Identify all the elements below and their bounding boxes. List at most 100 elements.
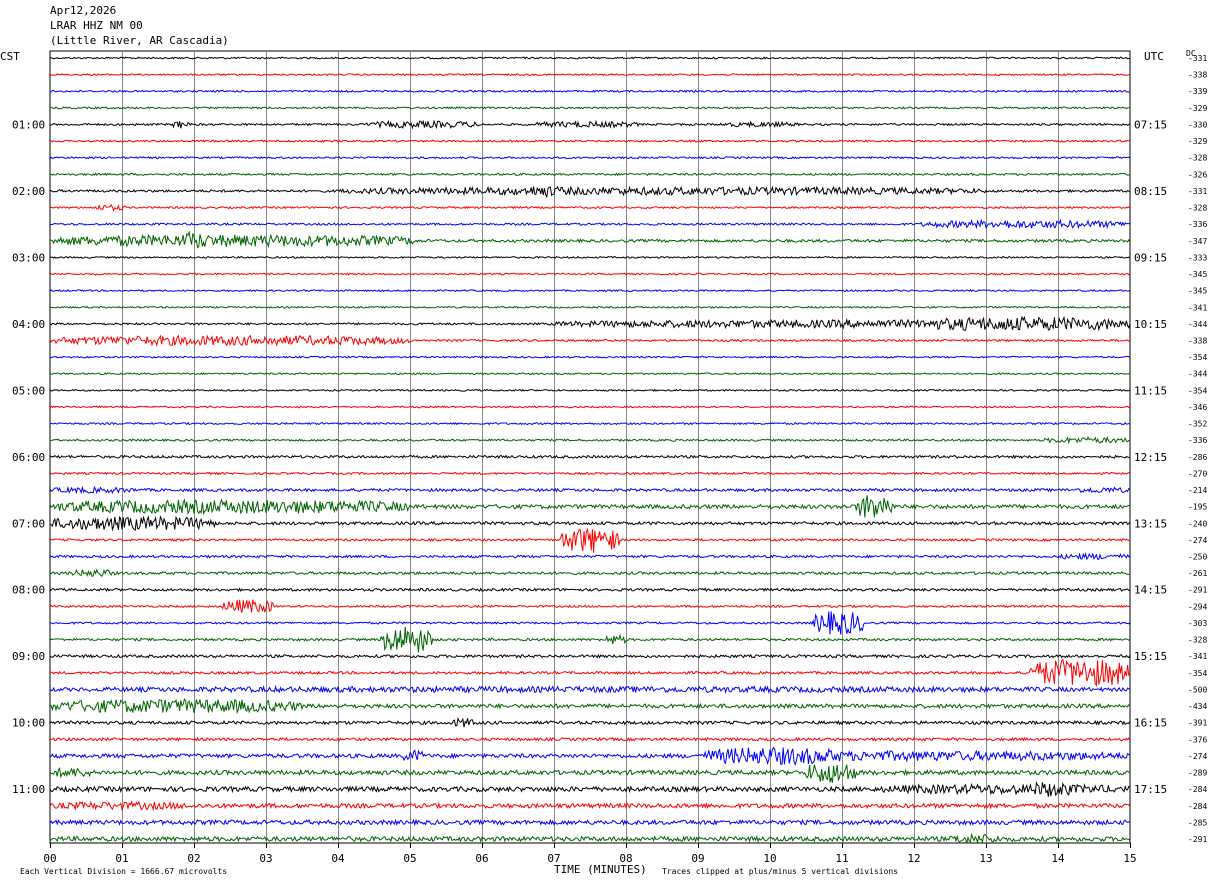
header-location: (Little River, AR Cascadia) bbox=[50, 34, 229, 47]
trace-line bbox=[49, 172, 1131, 177]
trace-line bbox=[49, 272, 1131, 276]
x-tick-label: 15 bbox=[1123, 852, 1136, 865]
trace-line bbox=[50, 736, 1131, 742]
x-tick-label: 07 bbox=[547, 852, 560, 865]
dc-offset-label: -336 bbox=[1188, 436, 1207, 445]
trace-line bbox=[49, 139, 1131, 143]
trace-line bbox=[49, 626, 1131, 653]
cst-hour-label: 10:00 bbox=[12, 717, 45, 730]
dc-offset-label: -500 bbox=[1188, 685, 1207, 694]
dc-offset-label: -286 bbox=[1188, 453, 1207, 462]
dc-offset-label: -214 bbox=[1188, 486, 1207, 495]
trace-line bbox=[49, 780, 1131, 797]
trace-line bbox=[49, 305, 1131, 309]
trace-line bbox=[49, 372, 1131, 376]
trace-line bbox=[49, 435, 1131, 445]
trace-line bbox=[49, 315, 1131, 332]
dc-offset-label: -345 bbox=[1188, 287, 1207, 296]
dc-offset-label: -303 bbox=[1188, 619, 1207, 628]
dc-offset-label: -294 bbox=[1188, 602, 1207, 611]
trace-line bbox=[49, 203, 1131, 212]
dc-offset-label: -338 bbox=[1188, 336, 1207, 345]
trace-line bbox=[49, 818, 1131, 827]
utc-hour-label: 12:15 bbox=[1134, 451, 1167, 464]
dc-offset-label: -354 bbox=[1188, 669, 1207, 678]
utc-hour-label: 07:15 bbox=[1134, 118, 1167, 131]
x-tick-label: 09 bbox=[691, 852, 704, 865]
utc-hour-label: 16:15 bbox=[1134, 717, 1167, 730]
trace-line bbox=[49, 653, 1131, 659]
dc-offset-label: -331 bbox=[1188, 187, 1207, 196]
x-tick-label: 02 bbox=[187, 852, 200, 865]
dc-offset-label: -270 bbox=[1188, 469, 1207, 478]
dc-offset-label: -341 bbox=[1188, 303, 1207, 312]
dc-offset-label: -344 bbox=[1188, 370, 1207, 379]
dc-offset-label: -291 bbox=[1188, 835, 1207, 844]
dc-offset-label: -274 bbox=[1188, 752, 1207, 761]
right-axis-label: UTC bbox=[1144, 50, 1164, 63]
trace-line bbox=[49, 568, 1131, 578]
trace-line bbox=[49, 587, 1131, 593]
dc-offset-label: -291 bbox=[1188, 586, 1207, 595]
x-tick-label: 03 bbox=[259, 852, 272, 865]
dc-offset-label: -240 bbox=[1188, 519, 1207, 528]
dc-offset-label: -261 bbox=[1188, 569, 1207, 578]
dc-offset-label: -346 bbox=[1188, 403, 1207, 412]
trace-line bbox=[49, 355, 1131, 359]
trace-line bbox=[49, 388, 1131, 392]
trace-line bbox=[49, 717, 1131, 728]
trace-line bbox=[49, 764, 1130, 783]
x-tick-label: 06 bbox=[475, 852, 488, 865]
plot-frame bbox=[49, 50, 1131, 844]
dc-label: DC bbox=[1186, 49, 1196, 58]
trace-line bbox=[49, 495, 1131, 518]
dc-offset-label: -354 bbox=[1188, 353, 1207, 362]
utc-hour-label: 17:15 bbox=[1134, 783, 1167, 796]
x-tick-label: 04 bbox=[331, 852, 345, 865]
dc-offset-label: -341 bbox=[1188, 652, 1207, 661]
cst-hour-label: 05:00 bbox=[12, 384, 45, 397]
dc-offset-label: -195 bbox=[1188, 503, 1207, 512]
x-tick-label: 01 bbox=[115, 852, 128, 865]
dc-offset-label: -328 bbox=[1188, 204, 1207, 213]
utc-hour-label: 14:15 bbox=[1134, 584, 1167, 597]
trace-line bbox=[49, 746, 1131, 766]
x-axis-title: TIME (MINUTES) bbox=[554, 863, 647, 876]
x-tick-label: 13 bbox=[979, 852, 992, 865]
footer-left-note: Each Vertical Division = 1666.67 microvo… bbox=[20, 867, 228, 876]
trace-line bbox=[49, 485, 1131, 495]
x-tick-label: 00 bbox=[43, 852, 56, 865]
dc-offset-label: -329 bbox=[1188, 104, 1207, 113]
trace-line bbox=[49, 800, 1131, 812]
x-tick-label: 05 bbox=[403, 852, 416, 865]
dc-offset-label: -333 bbox=[1188, 253, 1207, 262]
trace-line bbox=[49, 334, 1131, 347]
cst-hour-label: 08:00 bbox=[12, 584, 45, 597]
trace-line bbox=[49, 218, 1131, 230]
trace-line bbox=[49, 611, 1131, 635]
left-axis-label: CST bbox=[0, 50, 20, 63]
trace-line bbox=[49, 528, 1131, 553]
dc-offset-label: -376 bbox=[1188, 735, 1207, 744]
dc-offset-label: -345 bbox=[1188, 270, 1207, 279]
trace-line bbox=[49, 119, 1131, 130]
cst-hour-label: 01:00 bbox=[12, 118, 45, 131]
utc-hour-label: 11:15 bbox=[1134, 384, 1167, 397]
dc-offset-label: -274 bbox=[1188, 536, 1207, 545]
x-tick-label: 12 bbox=[907, 852, 920, 865]
trace-line bbox=[49, 658, 1131, 687]
trace-line bbox=[49, 551, 1131, 561]
trace-line bbox=[49, 405, 1131, 409]
trace-line bbox=[49, 156, 1131, 160]
x-tick-label: 11 bbox=[835, 852, 848, 865]
utc-hour-label: 09:15 bbox=[1134, 251, 1167, 264]
dc-offset-label: -326 bbox=[1188, 170, 1207, 179]
dc-offset-label: -289 bbox=[1188, 769, 1207, 778]
utc-hour-label: 08:15 bbox=[1134, 185, 1167, 198]
dc-offset-label: -330 bbox=[1188, 120, 1207, 129]
dc-offset-label: -347 bbox=[1188, 237, 1207, 246]
dc-offset-label: -344 bbox=[1188, 320, 1207, 329]
dc-offset-label: -331 bbox=[1188, 54, 1207, 63]
cst-hour-label: 03:00 bbox=[12, 251, 45, 264]
trace-line bbox=[49, 471, 1131, 476]
